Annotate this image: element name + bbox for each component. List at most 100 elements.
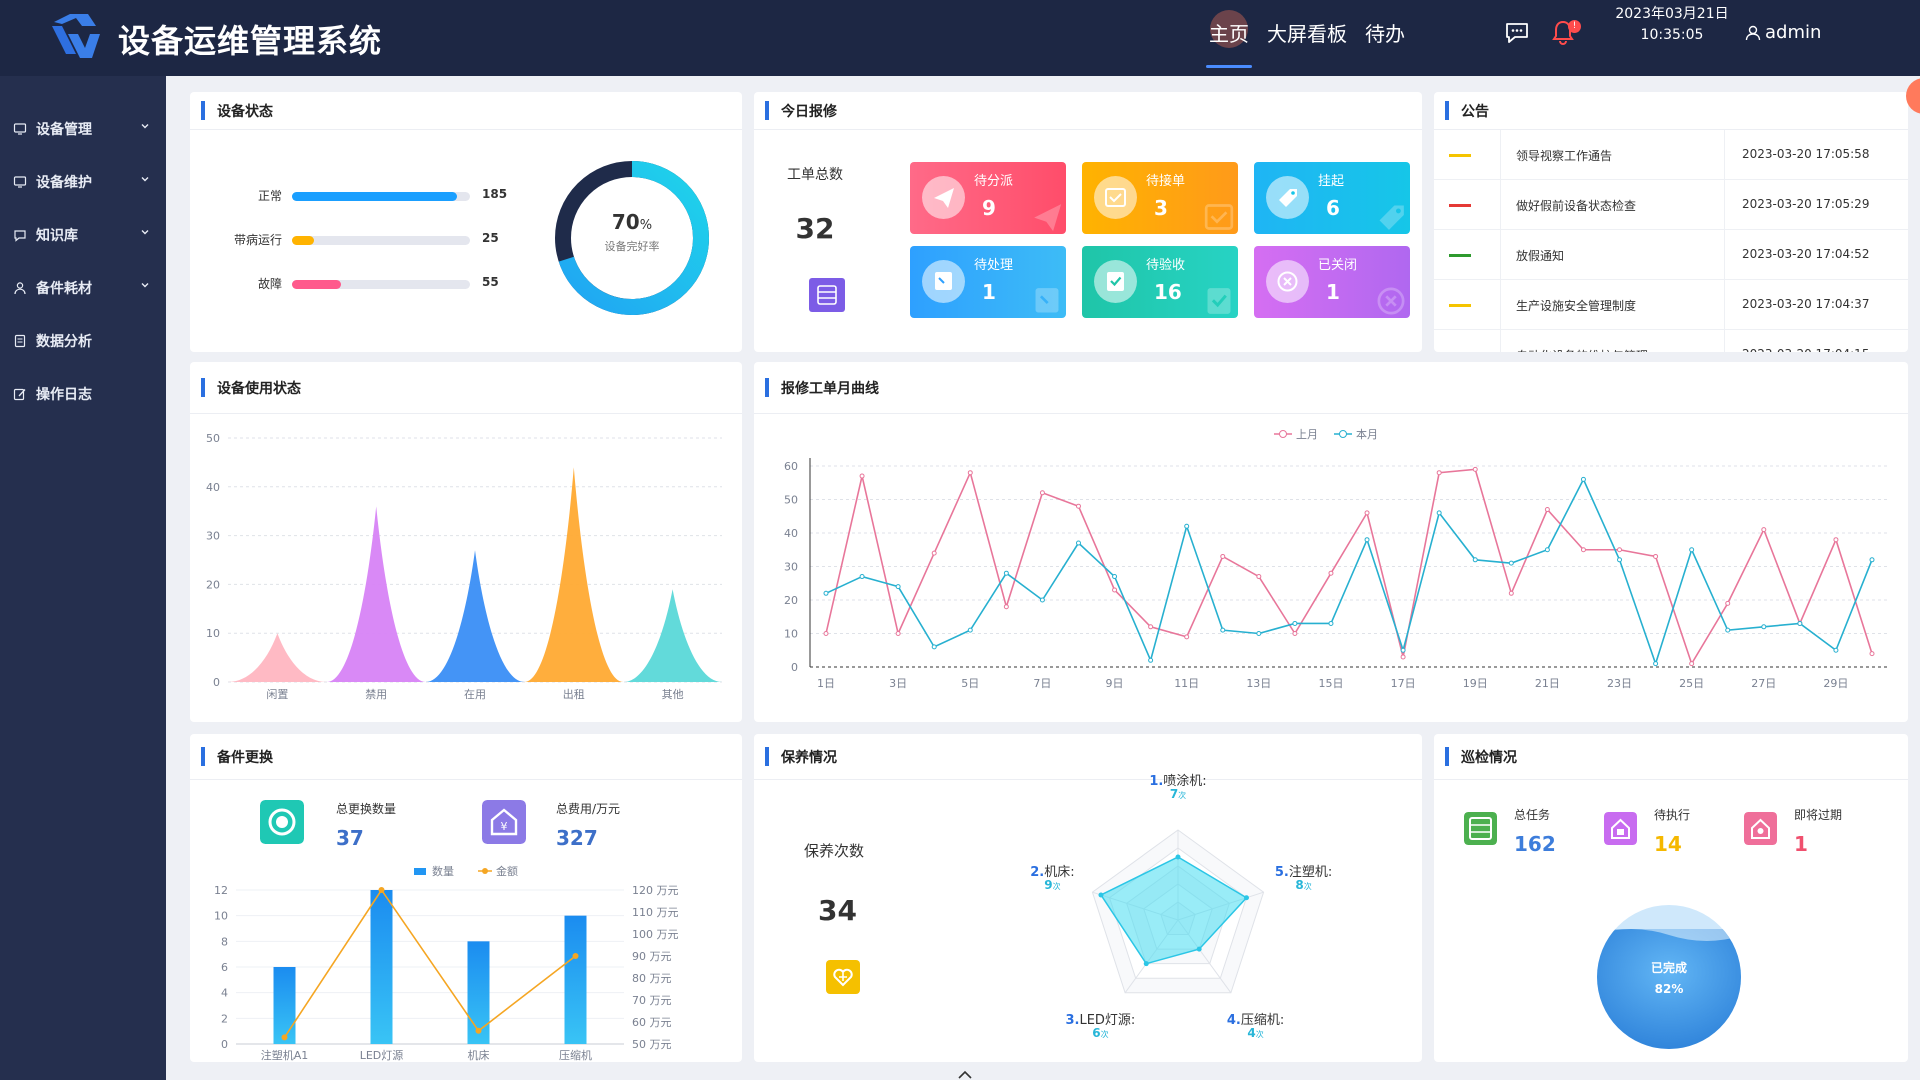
column-divider [1500, 130, 1501, 352]
series-point [1617, 557, 1623, 563]
series-point [1761, 624, 1767, 630]
card-title: 巡检情况 [1461, 749, 1517, 766]
bell-icon[interactable] [1549, 18, 1577, 46]
series-point [1328, 620, 1334, 626]
message-icon[interactable] [1503, 18, 1531, 46]
rate-value: 70 [611, 210, 640, 234]
notice-row[interactable]: 放假通知 2023-03-20 17:04:52 [1434, 230, 1908, 280]
radar-axis-index: 4. [1226, 1012, 1241, 1028]
series-point [1400, 654, 1406, 660]
x-tick-label: 禁用 [365, 688, 387, 701]
x-tick-label: 压缩机 [559, 1048, 592, 1062]
notice-row[interactable]: 生产设施安全管理制度 2023-03-20 17:04:37 [1434, 280, 1908, 330]
card-title: 设备使用状态 [217, 380, 301, 397]
chevron-up-icon[interactable] [955, 1070, 975, 1080]
series-point [1508, 560, 1514, 566]
tag-icon [1266, 176, 1309, 219]
notice-title[interactable]: 领导视察工作通告 [1516, 149, 1613, 163]
ticket-tile-3[interactable]: 待处理 1 [910, 246, 1066, 318]
sidebar-item-5[interactable]: 操作日志 [0, 367, 166, 420]
sidebar-item-4[interactable]: 数据分析 [0, 314, 166, 367]
ticket-tile-label: 待处理 [974, 258, 1014, 273]
legend-label[interactable]: 数量 [432, 865, 454, 878]
radar-axis-label: 3.LED灯源: [1040, 1009, 1160, 1028]
user-icon [14, 281, 26, 294]
notice-title[interactable]: 放假通知 [1516, 249, 1565, 263]
inbox-icon [1094, 176, 1137, 219]
file-icon [14, 334, 26, 347]
status-bar-label: 正常 [257, 189, 282, 203]
ticket-tile-0[interactable]: 待分派 9 [910, 162, 1066, 234]
ticket-tile-5[interactable]: 已关闭 1 [1254, 246, 1410, 318]
ticket-tile-4[interactable]: 待验收 16 [1082, 246, 1238, 318]
completion-value: 82% [1654, 982, 1684, 996]
top-header: 设备运维管理系统 主页 大屏看板 待办 ! 2023年03月21日 10:35:… [0, 0, 1920, 76]
repair-curve-header: 报修工单月曲线 [754, 362, 1908, 414]
radar-point [1175, 854, 1181, 860]
amount-point [572, 953, 579, 959]
title-accent [765, 101, 769, 120]
chevron-down-icon [141, 230, 149, 235]
sidebar-item-0[interactable]: 设备管理 [0, 102, 166, 155]
legend-label[interactable]: 上月 [1296, 428, 1318, 441]
legend-label[interactable]: 本月 [1356, 427, 1378, 441]
ticket-tile-1[interactable]: 待接单 3 [1082, 162, 1238, 234]
ticket-tile-2[interactable]: 挂起 6 [1254, 162, 1410, 234]
x-tick-label: 13日 [1246, 677, 1271, 690]
series-point [931, 550, 937, 556]
chat-icon [14, 229, 26, 242]
y-tick-label: 30 [206, 530, 220, 543]
parts-cost-value: 327 [556, 826, 598, 850]
nav-dashboard[interactable]: 大屏看板 [1258, 0, 1356, 76]
parts-cost-icon: ¥ [482, 800, 526, 844]
user-menu[interactable]: admin [1745, 22, 1821, 43]
y-tick-label: 10 [784, 628, 798, 641]
sidebar-item-2[interactable]: 知识库 [0, 208, 166, 261]
notice-title[interactable]: 自动化设备的维护与管理 [1516, 347, 1648, 352]
ticket-list-icon[interactable] [809, 278, 845, 312]
series-point [1400, 647, 1406, 653]
sidebar-item-3[interactable]: 备件耗材 [0, 261, 166, 314]
notice-date: 2023-03-20 17:04:52 [1742, 247, 1870, 261]
title-accent [765, 378, 769, 397]
ticket-tile-value: 1 [1326, 280, 1340, 304]
notice-title[interactable]: 生产设施安全管理制度 [1516, 299, 1637, 313]
series-line-1 [825, 477, 1873, 667]
notice-row[interactable]: 领导视察工作通告 2023-03-20 17:05:58 [1434, 130, 1908, 180]
completion-label: 已完成 [1650, 961, 1687, 975]
home-pending-icon [1604, 812, 1637, 845]
radar-axis-name: 压缩机: [1240, 1012, 1285, 1028]
status-bar-track [292, 192, 470, 201]
radar-value-unit: 次 [1255, 1029, 1264, 1039]
sidebar-item-1[interactable]: 设备维护 [0, 155, 166, 208]
ticket-total-label: 工单总数 [787, 167, 843, 183]
current-time: 10:35:05 [1640, 27, 1704, 43]
series-point [1184, 523, 1190, 529]
x-tick-label: 21日 [1535, 677, 1560, 690]
maintenance-heart-icon [826, 960, 860, 994]
x-tick-label: 19日 [1463, 677, 1488, 690]
title-accent [201, 747, 205, 766]
radar-axis-index: 1. [1149, 774, 1164, 789]
ticket-tile-label: 待分派 [974, 174, 1014, 189]
completion-ball [1597, 905, 1741, 1049]
series-point [1220, 627, 1226, 633]
notice-row[interactable]: 自动化设备的维护与管理 2023-03-20 17:04:15 [1434, 330, 1908, 352]
nav-home[interactable]: 主页 [1200, 0, 1258, 76]
series-point [1725, 600, 1731, 606]
nav-todo[interactable]: 待办 [1356, 0, 1414, 76]
legend-label[interactable]: 金额 [496, 864, 518, 878]
title-accent [1445, 747, 1449, 766]
series-point [1472, 557, 1478, 563]
parts-card: 备件更换 总更换数量 37 ¥ 总费用/万元 327 0 2 4 6 8 10 12 50 万… [190, 734, 742, 1062]
radar-point [1143, 961, 1149, 967]
radar-area [1099, 856, 1248, 965]
floating-tab[interactable] [1906, 78, 1920, 114]
notice-row[interactable]: 做好假前设备状态检查 2023-03-20 17:05:29 [1434, 180, 1908, 230]
parts-count-icon [260, 800, 304, 844]
maintenance-card: 保养情况 保养次数 34 1.喷涂机: 7次 5.注塑机: 8次 4.压缩机: 4次 3.L… [754, 734, 1422, 1062]
x-tick-label: 注塑机A1 [261, 1048, 309, 1062]
notice-title[interactable]: 做好假前设备状态检查 [1516, 199, 1637, 213]
parts-count-label: 总更换数量 [336, 802, 397, 816]
ticket-tile-label: 挂起 [1318, 174, 1345, 189]
